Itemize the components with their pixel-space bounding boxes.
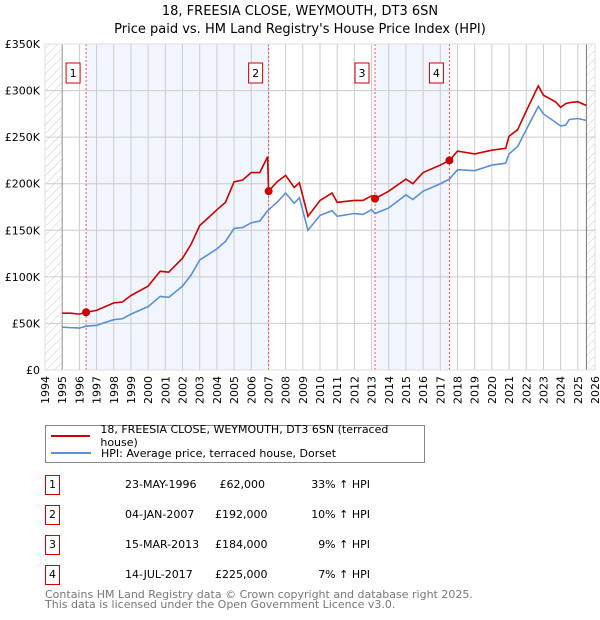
ownership-shade xyxy=(375,44,450,370)
row-number-badge: 4 xyxy=(45,565,60,585)
y-tick-label: £350K xyxy=(5,38,41,51)
x-tick-label: 2025 xyxy=(572,376,585,404)
x-tick-label: 2010 xyxy=(314,376,327,404)
x-tick-label: 2022 xyxy=(520,376,533,404)
y-tick-label: £150K xyxy=(5,224,41,237)
legend-label: HPI: Average price, terraced house, Dors… xyxy=(101,446,337,460)
sale-label-box: 4 xyxy=(428,62,444,84)
x-tick-label: 2005 xyxy=(228,376,241,404)
x-tick-label: 2016 xyxy=(417,376,430,404)
footer-line: Contains HM Land Registry data © Crown c… xyxy=(45,588,473,601)
price-chart: 1994 1995 1996 1997 1998 1999 2000 2001 2002 2003… xyxy=(5,38,600,404)
y-tick-label: £0 xyxy=(26,364,40,377)
property-price-line xyxy=(62,84,587,315)
footer: Contains HM Land Registry data © Crown c… xyxy=(45,588,473,611)
x-tick-label: 2023 xyxy=(537,376,550,404)
legend-item-property: 18, FREESIA CLOSE, WEYMOUTH, DT3 6SN (te… xyxy=(46,423,424,449)
sale-date: 23-MAY-1996 xyxy=(125,478,197,491)
plot-border xyxy=(44,43,596,371)
x-tick-label: 1995 xyxy=(56,376,69,404)
label-number: 3 xyxy=(359,67,366,80)
x-tick-label: 2001 xyxy=(159,376,172,404)
y-tick-label: £250K xyxy=(5,131,41,144)
hatched-region-before xyxy=(45,44,63,370)
x-tick-label: 2017 xyxy=(434,376,447,404)
x-tick-label: 2011 xyxy=(331,376,344,404)
legend-swatch-red xyxy=(51,435,91,437)
x-tick-label: 2006 xyxy=(245,376,258,404)
sale-point xyxy=(264,187,273,196)
row-number-badge: 1 xyxy=(45,475,60,495)
sale-label-box: 1 xyxy=(65,62,81,84)
x-tick-label: 2018 xyxy=(452,376,465,404)
row-number-badge: 3 xyxy=(45,535,60,555)
x-tick-label: 1994 xyxy=(39,376,52,404)
sale-price: £184,000 xyxy=(215,538,268,551)
x-tick-label: 1999 xyxy=(125,376,138,404)
sale-label-box: 3 xyxy=(354,62,370,84)
x-tick-label: 2019 xyxy=(469,376,482,404)
sale-date: 04-JAN-2007 xyxy=(125,508,195,521)
sale-date: 15-MAR-2013 xyxy=(125,538,200,551)
table-row: 4 14-JUL-2017 £225,000 7% ↑ HPI xyxy=(45,565,375,585)
title-line: 18, FREESIA CLOSE, WEYMOUTH, DT3 6SN xyxy=(161,4,439,19)
x-tick-label: 2021 xyxy=(503,376,516,404)
hpi-diff: 33% ↑ HPI xyxy=(311,478,370,491)
legend-item-hpi: HPI: Average price, terraced house, Dors… xyxy=(46,445,336,461)
sale-point xyxy=(445,156,454,165)
x-tick-label: 1998 xyxy=(108,376,121,404)
x-tick-label: 2000 xyxy=(142,376,155,404)
table-row: 3 15-MAR-2013 £184,000 9% ↑ HPI xyxy=(45,535,375,555)
footer-line: This data is licensed under the Open Gov… xyxy=(45,598,396,611)
label-number: 1 xyxy=(70,67,77,80)
sale-price: £192,000 xyxy=(215,508,268,521)
table-row: 1 23-MAY-1996 £62,000 33% ↑ HPI xyxy=(45,475,375,495)
hpi-diff: 7% ↑ HPI xyxy=(318,568,370,581)
ownership-shade xyxy=(86,44,269,370)
x-tick-label: 2020 xyxy=(486,376,499,404)
y-tick-label: £200K xyxy=(5,178,41,191)
x-tick-label: 1997 xyxy=(91,376,104,404)
table-row: 2 04-JAN-2007 £192,000 10% ↑ HPI xyxy=(45,505,375,525)
legend: 18, FREESIA CLOSE, WEYMOUTH, DT3 6SN (te… xyxy=(45,423,425,463)
label-box xyxy=(354,62,370,84)
label-box xyxy=(65,62,81,84)
x-tick-label: 1996 xyxy=(73,376,86,404)
x-tick-label: 2009 xyxy=(297,376,310,404)
label-number: 2 xyxy=(252,67,259,80)
sale-date: 14-JUL-2017 xyxy=(125,568,193,581)
label-box xyxy=(248,62,264,84)
sale-price: £225,000 xyxy=(215,568,268,581)
sale-price: £62,000 xyxy=(219,478,266,491)
sale-point xyxy=(371,194,379,203)
x-tick-label: 2014 xyxy=(383,376,396,404)
x-tick-label: 2003 xyxy=(194,376,207,404)
x-tick-label: 2007 xyxy=(262,376,275,404)
sale-label-box: 2 xyxy=(248,62,264,84)
hatched-region-after xyxy=(586,44,595,370)
x-tick-label: 2024 xyxy=(555,376,568,404)
x-tick-label: 2026 xyxy=(589,376,600,404)
chart-title: 18, FREESIA CLOSE, WEYMOUTH, DT3 6SN Pri… xyxy=(0,3,600,39)
y-tick-label: £300K xyxy=(5,85,41,98)
label-box xyxy=(428,62,444,84)
hpi-diff: 9% ↑ HPI xyxy=(318,538,370,551)
label-number: 4 xyxy=(433,67,440,80)
legend-swatch-blue xyxy=(51,452,91,454)
subtitle-line: Price paid vs. HM Land Registry's House … xyxy=(114,22,486,37)
x-tick-label: 2008 xyxy=(280,376,293,404)
x-tick-label: 2002 xyxy=(177,376,190,404)
y-tick-label: £100K xyxy=(5,271,41,284)
x-tick-label: 2015 xyxy=(400,376,413,404)
y-tick-label: £50K xyxy=(12,317,41,330)
x-tick-label: 2004 xyxy=(211,376,224,404)
x-tick-label: 2013 xyxy=(366,376,379,404)
x-tick-label: 2012 xyxy=(348,376,361,404)
hpi-line xyxy=(62,104,587,329)
sale-point xyxy=(82,308,91,317)
hpi-diff: 10% ↑ HPI xyxy=(311,508,370,521)
row-number-badge: 2 xyxy=(45,505,60,525)
legend-label: 18, FREESIA CLOSE, WEYMOUTH, DT3 6SN (te… xyxy=(100,423,389,449)
